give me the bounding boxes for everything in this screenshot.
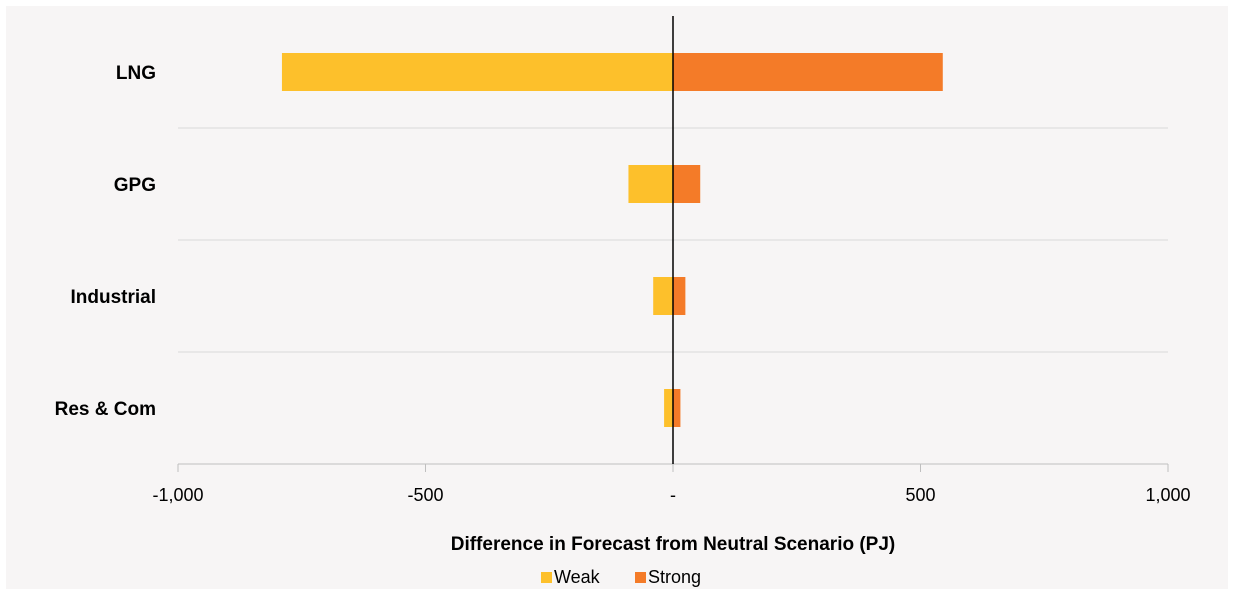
- category-label: Industrial: [70, 287, 156, 308]
- legend: Weak Strong: [541, 567, 701, 587]
- category-label: LNG: [116, 63, 156, 84]
- legend-label-weak: Weak: [554, 567, 601, 587]
- bar-strong-lng: [673, 53, 943, 91]
- category-labels: LNG GPG Industrial Res & Com: [55, 63, 156, 420]
- legend-swatch-weak: [541, 572, 552, 583]
- bar-strong-gpg: [673, 165, 701, 203]
- bar-weak-gpg: [628, 165, 673, 203]
- x-axis-title: Difference in Forecast from Neutral Scen…: [451, 534, 896, 555]
- bar-strong-industrial: [673, 277, 686, 315]
- x-tick-label: 1,000: [1145, 485, 1190, 505]
- bar-weak-industrial: [653, 277, 673, 315]
- x-axis: -1,000 -500-500 1,000: [152, 16, 1191, 505]
- category-label: Res & Com: [55, 399, 156, 420]
- x-tick-label: -500: [407, 485, 443, 505]
- legend-label-strong: Strong: [648, 567, 701, 587]
- bars: [281, 53, 943, 427]
- x-tick-label: -1,000: [152, 485, 203, 505]
- bar-weak-res-com: [664, 389, 673, 427]
- bar-weak-lng: [281, 53, 673, 91]
- category-label: GPG: [114, 175, 156, 196]
- x-tick-label: -: [670, 485, 676, 505]
- bar-strong-res-com: [673, 389, 681, 427]
- legend-swatch-strong: [635, 572, 646, 583]
- chart-background: [6, 6, 1228, 589]
- x-tick-label: 500: [905, 485, 935, 505]
